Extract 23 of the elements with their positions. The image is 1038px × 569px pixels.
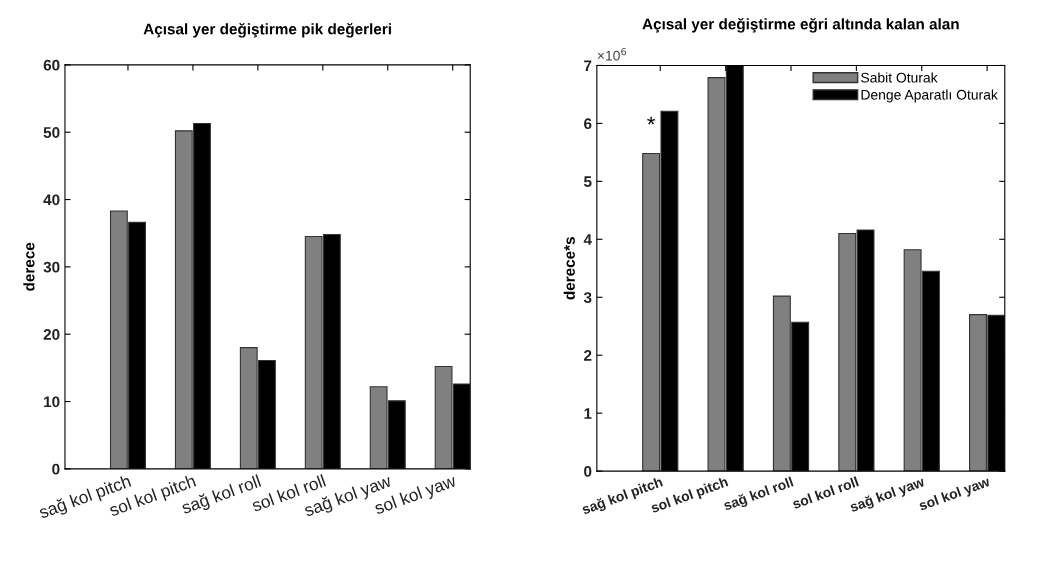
text: ×10$^{6}$ [597,47,627,61]
y-axis-title: derece*s [563,237,575,300]
y-tick-label: 30 [43,261,60,273]
y-tick-label: 40 [43,194,60,206]
y-tick-label: 3 [583,292,592,303]
y-tick-label: 10 [44,396,60,408]
y-tick-label: 0 [52,463,60,475]
y-tick-label: 7 [584,60,592,71]
y-axis-title: derece [23,242,35,291]
chart-title: Açısal yer değiştirme eğri altında kalan alan [642,18,959,33]
y-tick-label: 60 [43,59,60,71]
chart-title: Açısal yer değiştirme pik değerleri [143,23,391,38]
y-tick-label: 4 [583,234,592,245]
y-tick-label: 50 [43,127,60,138]
y-tick-label: 5 [583,176,592,188]
y-tick-label: 20 [43,329,60,340]
y-tick-label: 1 [584,408,592,419]
y-tick-label: 0 [584,466,592,477]
annotation: * [647,116,656,125]
legend-label: Sabit Oturak [861,72,938,83]
y-tick-label: 2 [584,350,592,361]
y-tick-label: 6 [584,118,592,130]
legend-label: Denge Aparatlı Oturak [861,89,998,103]
